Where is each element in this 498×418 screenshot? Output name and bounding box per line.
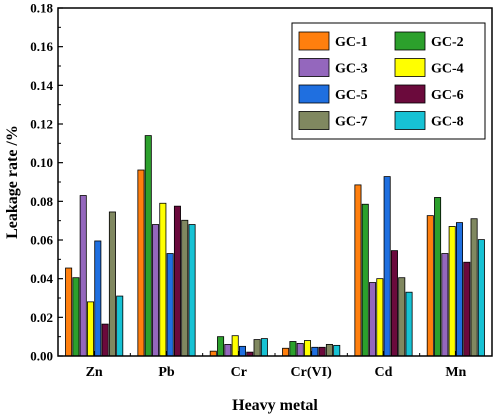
legend-label: GC-1 <box>335 35 368 50</box>
bar-gc-7-mn <box>470 218 478 357</box>
legend-swatch <box>298 58 330 77</box>
bar-gc-6-cd <box>390 250 398 357</box>
x-axis-title: Heavy metal <box>232 397 318 414</box>
y-tick-label: 0.18 <box>30 1 53 16</box>
legend-label: GC-8 <box>431 115 464 130</box>
bar-gc-8-cr <box>260 338 268 357</box>
bar-gc-6-pb <box>173 205 181 357</box>
bar-gc-5-pb <box>166 253 174 357</box>
bar-gc-3-zn <box>79 195 87 357</box>
bar-gc-4-cd <box>376 278 384 357</box>
y-tick-label: 0.04 <box>30 271 53 286</box>
legend-swatch <box>298 31 330 51</box>
legend-swatch <box>394 58 426 77</box>
bar-gc-3-pb <box>152 224 160 357</box>
legend-label: GC-2 <box>431 35 464 50</box>
y-axis-ticks: 0.00 0.02 0.04 0.06 0.08 0.10 0.12 0.14 0.16 0.18 <box>30 1 63 364</box>
y-tick-label: 0.00 <box>30 349 53 364</box>
x-category-label: Mn <box>445 365 466 380</box>
bar-gc-4-zn <box>87 301 95 357</box>
bar-gc-8-mn <box>477 239 485 357</box>
x-category-label: Zn <box>86 365 103 380</box>
bar-gc-6-crvi <box>318 346 326 357</box>
x-category-label: Cr(VI) <box>291 365 333 380</box>
y-tick-label: 0.08 <box>30 194 53 209</box>
bars-layer <box>65 135 485 357</box>
bar-gc-7-crvi <box>325 343 333 357</box>
legend-label: GC-7 <box>335 115 368 130</box>
bar-gc-7-cd <box>398 277 406 357</box>
y-tick-label: 0.14 <box>30 78 53 93</box>
bar-gc-5-zn <box>94 240 102 357</box>
y-tick-label: 0.06 <box>30 233 53 248</box>
bar-gc-8-pb <box>188 224 196 357</box>
legend-swatch <box>394 84 426 104</box>
bar-gc-8-zn <box>116 295 124 357</box>
legend-label: GC-4 <box>431 62 464 77</box>
legend: GC-1 GC-2 GC-3 GC-4 GC-5 GC-6 GC-7 GC-8 <box>291 22 486 140</box>
bar-gc-7-zn <box>108 211 116 357</box>
bar-gc-5-cd <box>383 176 391 357</box>
y-tick-label: 0.10 <box>30 155 53 170</box>
legend-label: GC-5 <box>335 88 368 103</box>
bar-gc-7-cr <box>253 339 261 357</box>
bar-gc-5-cr <box>238 345 246 357</box>
bar-gc-8-crvi <box>333 344 341 357</box>
bar-gc-6-mn <box>463 261 471 357</box>
bar-gc-2-crvi <box>289 341 297 357</box>
legend-swatch <box>298 84 330 104</box>
x-axis-ticks: Zn Pb Cr Cr(VI) Cd Mn <box>86 351 467 380</box>
x-category-label: Pb <box>158 365 175 380</box>
bar-gc-2-cd <box>361 203 369 357</box>
bar-gc-7-pb <box>181 219 189 357</box>
bar-gc-2-zn <box>72 277 80 357</box>
legend-swatch <box>394 31 426 51</box>
y-tick-label: 0.12 <box>30 117 53 132</box>
bar-gc-4-pb <box>159 202 167 357</box>
legend-label: GC-6 <box>431 88 464 103</box>
bar-gc-3-cd <box>369 282 377 357</box>
bar-gc-3-crvi <box>296 343 304 357</box>
bar-gc-5-crvi <box>311 346 319 357</box>
y-axis-title: Leakage rate /% <box>4 125 21 239</box>
bar-gc-3-cr <box>224 343 232 357</box>
bar-gc-3-mn <box>441 253 449 357</box>
legend-swatch <box>298 111 330 130</box>
bar-gc-1-cd <box>354 184 362 357</box>
x-category-label: Cd <box>375 365 393 380</box>
y-tick-label: 0.16 <box>30 39 53 54</box>
bar-gc-1-mn <box>426 215 434 357</box>
bar-gc-5-mn <box>455 222 463 357</box>
bar-gc-4-mn <box>448 226 456 357</box>
bar-gc-1-zn <box>65 267 73 357</box>
bar-gc-6-zn <box>101 323 109 357</box>
x-category-label: Cr <box>231 365 247 380</box>
bar-gc-1-crvi <box>282 347 290 357</box>
bar-gc-2-cr <box>217 336 225 357</box>
y-tick-label: 0.02 <box>30 310 53 325</box>
bar-gc-8-cd <box>405 291 413 357</box>
bar-gc-4-crvi <box>304 340 312 357</box>
legend-swatch <box>394 111 426 130</box>
bar-gc-4-cr <box>231 335 239 357</box>
bar-gc-2-pb <box>144 135 152 357</box>
legend-label: GC-3 <box>335 62 368 77</box>
bar-gc-1-pb <box>137 169 145 357</box>
bar-gc-2-mn <box>434 197 442 357</box>
